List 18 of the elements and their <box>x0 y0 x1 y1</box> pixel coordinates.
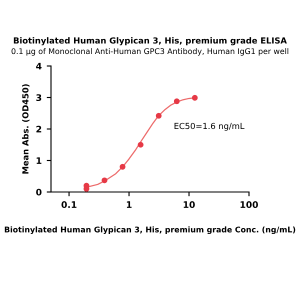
y-tick-label: 2 <box>36 126 42 132</box>
point <box>174 98 180 104</box>
point <box>120 164 126 170</box>
point <box>156 112 162 119</box>
annotation: EC50=1.6 ng/mL <box>174 122 244 131</box>
point <box>102 177 108 184</box>
x-tick-label: 0.1 <box>61 201 76 208</box>
y-tick-label: 3 <box>36 94 42 102</box>
y-axis-title: Mean Abs. (OD450) <box>22 84 30 174</box>
point <box>138 142 144 148</box>
y-tick-label: 4 <box>36 62 42 70</box>
y-tick-label: 1 <box>36 157 42 164</box>
x-tick-label: 1 <box>126 201 132 208</box>
x-tick-label: 10 <box>184 201 195 208</box>
y-tick-label: 0 <box>36 188 42 196</box>
chart-title: Biotinylated Human Glypican 3, His, premium grade ELISA <box>14 37 287 46</box>
point <box>192 94 198 101</box>
x-tick-label: 100 <box>240 201 258 208</box>
